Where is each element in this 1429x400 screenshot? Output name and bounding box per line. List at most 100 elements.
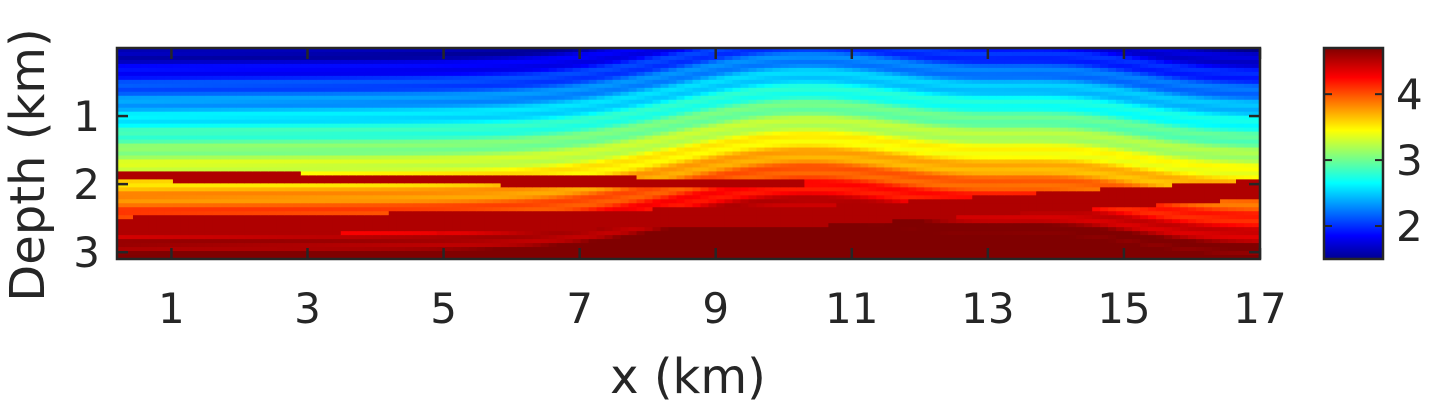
heatmap-cell [420, 51, 430, 57]
heatmap-cell [148, 183, 158, 188]
heatmap-cell [764, 51, 774, 57]
heatmap-cell [676, 203, 686, 208]
heatmap-cell [748, 187, 758, 192]
heatmap-cell [836, 59, 845, 65]
heatmap-cell [628, 139, 638, 145]
heatmap-cell [636, 155, 646, 161]
heatmap-cell [460, 223, 470, 228]
heatmap-cell [388, 155, 398, 161]
heatmap-cell [428, 167, 438, 173]
heatmap-cell [404, 135, 414, 141]
heatmap-cell [388, 95, 398, 101]
heatmap-cell [716, 183, 726, 188]
heatmap-cell [284, 119, 294, 125]
heatmap-cell [468, 199, 478, 204]
heatmap-cell [348, 199, 358, 204]
heatmap-cell [796, 111, 805, 117]
heatmap-cell [324, 87, 334, 93]
heatmap-cell [668, 255, 678, 259]
heatmap-cell [148, 67, 158, 73]
heatmap-cell [796, 67, 805, 73]
heatmap-cell [804, 243, 813, 248]
heatmap-cell [724, 227, 734, 232]
heatmap-cell [244, 103, 254, 109]
heatmap-cell [404, 167, 414, 173]
heatmap-cell [628, 171, 638, 176]
heatmap-cell [716, 195, 726, 200]
heatmap-cell [228, 59, 238, 65]
heatmap-cell [284, 195, 294, 200]
heatmap-cell [572, 115, 582, 121]
heatmap-cell [628, 135, 638, 141]
heatmap-cell [756, 211, 766, 216]
heatmap-cell [340, 195, 350, 200]
heatmap-cell [524, 67, 534, 73]
heatmap-cell [588, 83, 598, 89]
heatmap-cell [460, 159, 470, 165]
heatmap-cell [300, 107, 310, 113]
heatmap-cell [148, 227, 158, 232]
heatmap-cell [172, 195, 182, 200]
heatmap-cell [708, 51, 718, 57]
heatmap-cell [652, 67, 662, 73]
heatmap-cell [844, 67, 853, 73]
heatmap-cell [148, 75, 158, 81]
heatmap-cell [364, 59, 374, 65]
heatmap-cell [356, 87, 366, 93]
heatmap-cell [212, 123, 222, 129]
heatmap-cell [284, 51, 294, 57]
heatmap-cell [516, 143, 526, 149]
heatmap-cell [556, 227, 566, 232]
heatmap-cell [308, 223, 318, 228]
heatmap-cell [716, 211, 726, 216]
heatmap-cell [724, 255, 734, 259]
heatmap-cell [228, 99, 238, 105]
heatmap-cell [740, 67, 750, 73]
heatmap-cell [316, 191, 326, 196]
heatmap-cell [732, 59, 742, 65]
heatmap-cell [620, 63, 630, 69]
heatmap-cell [524, 171, 534, 176]
heatmap-cell [356, 171, 366, 176]
heatmap-cell [860, 199, 869, 204]
heatmap-cell [628, 255, 638, 259]
heatmap-cell [572, 123, 582, 129]
heatmap-cell [276, 55, 286, 61]
heatmap-cell [668, 231, 678, 236]
heatmap-cell [356, 143, 366, 149]
heatmap-cell [532, 107, 542, 113]
heatmap-cell [420, 103, 430, 109]
heatmap-cell [412, 227, 422, 232]
heatmap-cell [420, 191, 430, 196]
heatmap-cell [540, 175, 550, 180]
heatmap-cell [372, 91, 382, 97]
heatmap-cell [812, 239, 821, 244]
heatmap-cell [500, 51, 510, 57]
heatmap-cell [412, 195, 422, 200]
heatmap-cell [684, 155, 694, 161]
heatmap-cell [140, 243, 150, 248]
heatmap-cell [540, 131, 550, 137]
heatmap-cell [404, 231, 414, 236]
heatmap-cell [748, 247, 758, 252]
heatmap-cell [300, 235, 310, 240]
heatmap-cell [836, 123, 845, 129]
heatmap-cell [172, 83, 182, 89]
heatmap-cell [572, 103, 582, 109]
heatmap-cell [620, 75, 630, 81]
heatmap-cell [276, 219, 286, 224]
heatmap-cell [788, 179, 797, 184]
heatmap-cell [396, 151, 406, 157]
heatmap-cell [324, 171, 334, 176]
heatmap-cell [324, 115, 334, 121]
heatmap-cell [820, 227, 829, 232]
heatmap-cell [732, 79, 742, 85]
heatmap-cell [596, 231, 606, 236]
heatmap-cell [516, 255, 526, 259]
heatmap-cell [692, 55, 702, 61]
heatmap-cell [452, 215, 462, 220]
heatmap-cell [636, 251, 646, 256]
heatmap-cell [164, 163, 174, 169]
heatmap-cell [804, 235, 813, 240]
heatmap-cell [324, 111, 334, 117]
